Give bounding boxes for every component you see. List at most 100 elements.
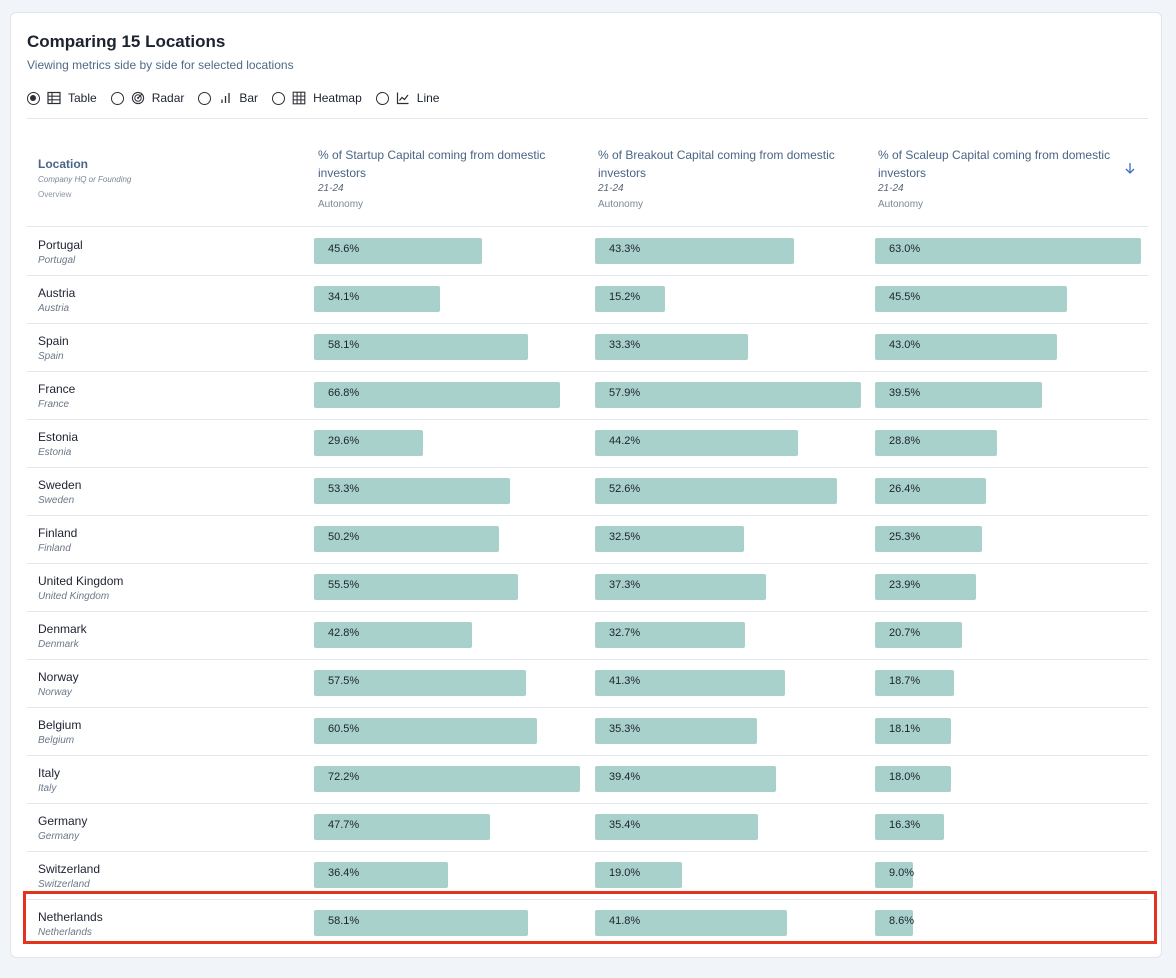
value-label: 33.3% [609,339,641,351]
location-subtitle: United Kingdom [38,591,110,602]
value-bar [875,526,982,552]
view-option-radar[interactable]: Radar [110,91,185,105]
column-period: 21-24 [878,183,904,194]
value-label: 43.3% [609,243,641,255]
value-bar [595,286,665,312]
table-row[interactable]: Portugal Portugal 45.6% 43.3% 63.0% [27,228,1148,276]
view-option-bar[interactable]: Bar [198,91,258,105]
value-label: 26.4% [889,483,921,495]
column-title: % of Startup Capital coming from domesti… [318,148,546,180]
value-bar [595,478,837,504]
location-name: Switzerland [38,862,101,876]
value-label: 18.7% [889,675,921,687]
location-name: Spain [38,334,69,348]
table-row[interactable]: United Kingdom United Kingdom 55.5% 37.3% 23… [27,564,1148,612]
location-column-header[interactable]: Location Company HQ or Founding Overview [38,157,131,199]
table-row[interactable]: Netherlands Netherlands 58.1% 41.8% 8.6% [27,900,1148,948]
value-label: 8.6% [889,915,915,927]
value-label: 29.6% [328,435,360,447]
value-bar [595,430,799,456]
radio-button[interactable] [110,91,124,105]
value-bar [314,862,449,888]
table-row[interactable]: Germany Germany 47.7% 35.4% 16.3% [27,804,1148,852]
location-name: Belgium [38,718,82,732]
value-bar [875,286,1068,312]
comparison-card: Comparing 15 Locations Viewing metrics s… [10,12,1162,958]
value-label: 41.8% [609,915,641,927]
table-row[interactable]: Austria Austria 34.1% 15.2% 45.5% [27,276,1148,324]
metric-column-header-scaleup[interactable]: % of Scaleup Capital coming from domesti… [878,146,1118,210]
value-bar [875,382,1042,408]
location-header-subtitle: Company HQ or Founding [38,175,132,184]
table-row[interactable]: Sweden Sweden 53.3% 52.6% 26.4% [27,468,1148,516]
column-period: 21-24 [598,183,624,194]
value-bar [875,622,963,648]
column-title: % of Scaleup Capital coming from domesti… [878,148,1111,180]
value-label: 9.0% [889,867,915,879]
table-icon [47,91,61,105]
view-option-line[interactable]: Line [375,91,439,105]
value-label: 32.7% [609,627,641,639]
value-label: 42.8% [328,627,360,639]
value-bar [314,622,472,648]
sort-descending-icon[interactable] [1124,161,1136,175]
table-row[interactable]: Switzerland Switzerland 36.4% 19.0% 9.0% [27,852,1148,900]
location-subtitle: Belgium [38,735,75,746]
value-bar [595,238,794,264]
table-row[interactable]: Norway Norway 57.5% 41.3% 18.7% [27,660,1148,708]
location-name: Norway [38,670,79,684]
value-bar [314,910,529,936]
table-row[interactable]: Estonia Estonia 29.6% 44.2% 28.8% [27,420,1148,468]
column-theme: Autonomy [598,199,644,210]
bar-chart-icon [218,91,232,105]
table-row[interactable]: Belgium Belgium 60.5% 35.3% 18.1% [27,708,1148,756]
location-subtitle: Netherlands [38,927,92,938]
value-bar [314,670,526,696]
view-option-label: Radar [151,91,185,105]
value-label: 44.2% [609,435,641,447]
location-subtitle: Austria [38,303,70,314]
value-bar [875,910,913,936]
value-bar [875,430,997,456]
view-option-heatmap[interactable]: Heatmap [272,91,362,105]
value-label: 63.0% [889,243,921,255]
value-bar [314,574,519,600]
page-subtitle: Viewing metrics side by side for selecte… [27,58,294,72]
divider [27,118,1148,119]
value-label: 53.3% [328,483,360,495]
value-label: 23.9% [889,579,921,591]
location-subtitle: Estonia [38,447,72,458]
value-bar [875,814,944,840]
metric-column-header-breakout[interactable]: % of Breakout Capital coming from domest… [598,146,838,210]
value-bar [875,334,1057,360]
location-name: France [38,382,76,396]
location-subtitle: Portugal [38,255,76,266]
value-bar [314,718,537,744]
location-name: United Kingdom [38,574,124,588]
table-row[interactable]: Italy Italy 72.2% 39.4% 18.0% [27,756,1148,804]
heatmap-icon [292,91,306,105]
location-name: Finland [38,526,78,540]
radio-button[interactable] [198,91,212,105]
table-row[interactable]: Denmark Denmark 42.8% 32.7% 20.7% [27,612,1148,660]
value-bar [314,430,424,456]
value-bar [595,862,683,888]
metric-column-header-startup[interactable]: % of Startup Capital coming from domesti… [318,146,558,210]
value-bar [595,622,746,648]
table-row[interactable]: Spain Spain 58.1% 33.3% 43.0% [27,324,1148,372]
value-label: 55.5% [328,579,360,591]
table-row[interactable]: France France 66.8% 57.9% 39.5% [27,372,1148,420]
radio-button[interactable] [272,91,286,105]
location-subtitle: Italy [38,783,57,794]
location-header-note: Overview [38,190,72,199]
value-label: 34.1% [328,291,360,303]
view-option-table[interactable]: Table [27,91,97,105]
value-label: 43.0% [889,339,921,351]
value-label: 18.1% [889,723,921,735]
value-label: 37.3% [609,579,641,591]
value-label: 35.4% [609,819,641,831]
radio-button[interactable] [375,91,389,105]
location-subtitle: France [38,399,70,410]
radio-button[interactable] [27,91,40,105]
table-row[interactable]: Finland Finland 50.2% 32.5% 25.3% [27,516,1148,564]
